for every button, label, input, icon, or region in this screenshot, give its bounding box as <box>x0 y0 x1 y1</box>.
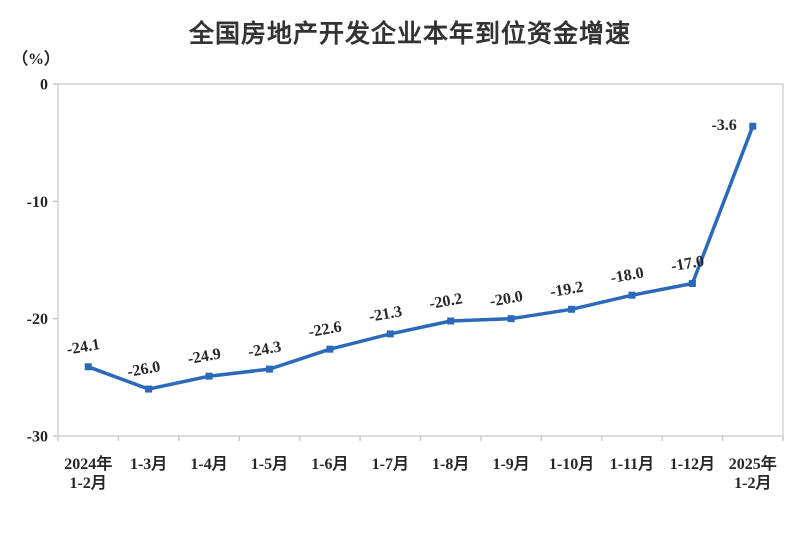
y-axis-tick-label: -30 <box>27 429 48 446</box>
data-point-marker <box>568 305 576 313</box>
x-axis-category-label: 1-7月 <box>372 455 409 473</box>
data-point-label: -22.6 <box>307 318 343 341</box>
data-point-marker <box>628 291 636 299</box>
data-point-label: -19.2 <box>549 279 585 302</box>
data-point-label: -24.3 <box>247 338 283 361</box>
x-axis-category-label: 1-3月 <box>130 455 167 473</box>
x-axis-category-label: 1-8月 <box>432 455 469 473</box>
x-axis-category-label: 1-5月 <box>251 455 288 473</box>
data-point-label: -20.2 <box>428 290 464 313</box>
data-point-marker <box>386 330 394 338</box>
x-axis-category-label: 1-4月 <box>190 455 227 473</box>
data-point-label: -20.0 <box>488 288 524 311</box>
data-point-marker <box>84 363 92 371</box>
y-axis-tick-label: 0 <box>40 77 48 94</box>
data-point-label: -24.9 <box>186 345 222 368</box>
data-point-label: -26.0 <box>126 358 162 381</box>
x-axis-category-label: 1-10月 <box>549 455 594 473</box>
series-line <box>86 124 755 391</box>
x-axis-category-label: 1-2月 <box>70 474 107 492</box>
y-axis-tick-label: -20 <box>27 311 48 328</box>
data-point-label: -3.6 <box>711 117 736 134</box>
data-point-marker <box>326 345 334 353</box>
data-point-marker <box>507 315 515 323</box>
data-point-label: -17.0 <box>670 253 706 276</box>
data-point-label: -24.1 <box>66 336 102 359</box>
x-axis-category-label: 1-9月 <box>492 455 529 473</box>
data-point-marker <box>205 372 213 380</box>
data-point-marker <box>145 385 153 393</box>
chart-title: 全国房地产开发企业本年到位资金增速 <box>188 19 631 48</box>
data-point-label: -18.0 <box>609 265 645 288</box>
x-axis-category-label: 1-11月 <box>610 455 654 473</box>
x-axis-category-label: 1-2月 <box>734 474 771 492</box>
y-axis-tick-label: -10 <box>27 194 48 211</box>
y-axis-unit-label: （%） <box>12 51 61 68</box>
x-axis-category-label: 1-6月 <box>311 455 348 473</box>
data-point-marker <box>265 365 273 373</box>
x-axis-category-label: 1-12月 <box>670 455 715 473</box>
data-point-marker <box>447 317 455 325</box>
data-point-marker <box>688 279 696 287</box>
data-point-marker <box>749 122 757 130</box>
data-point-label: -21.3 <box>368 303 404 326</box>
x-axis-category-label: 2024年 <box>64 454 112 473</box>
x-axis-category-label: 2025年 <box>729 454 777 473</box>
